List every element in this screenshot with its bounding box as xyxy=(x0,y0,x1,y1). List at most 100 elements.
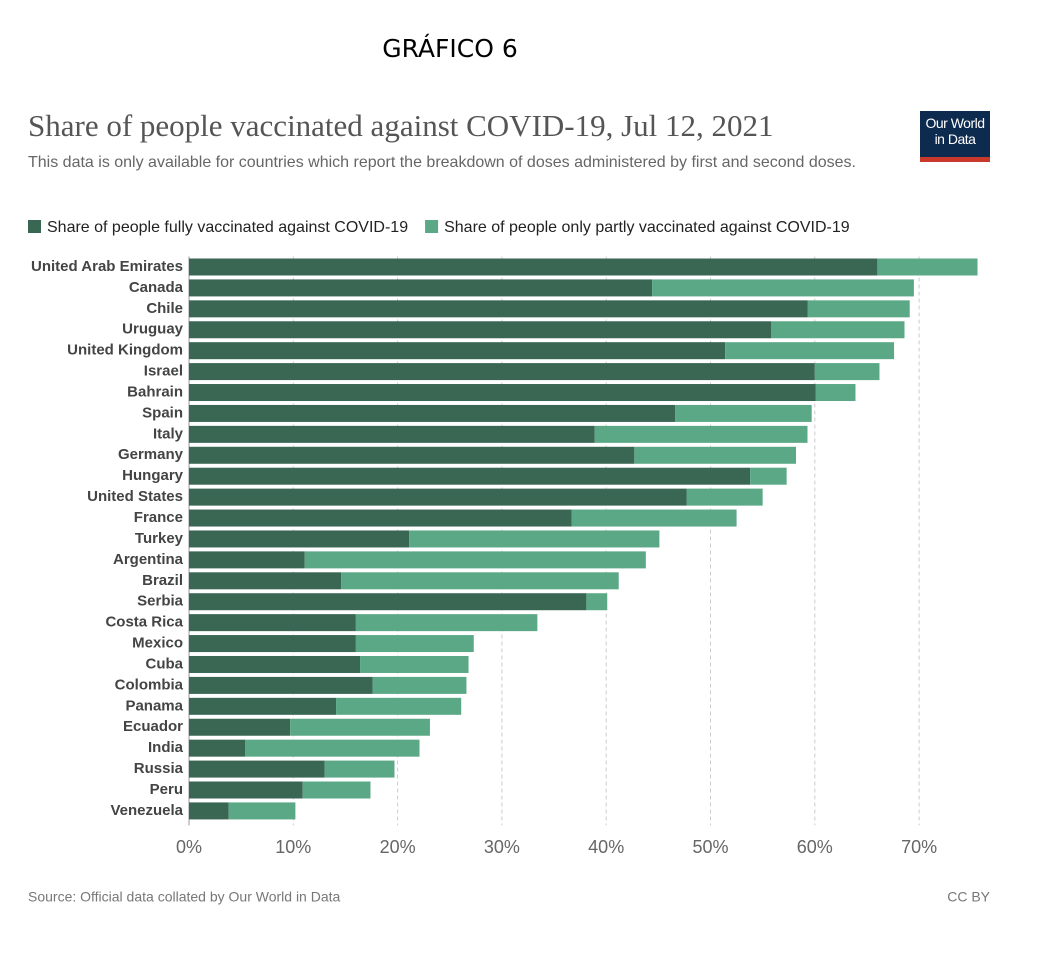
bar xyxy=(814,363,880,381)
bar xyxy=(245,739,420,757)
bar xyxy=(815,384,856,402)
bar xyxy=(189,279,653,297)
y-tick-label: Spain xyxy=(142,404,183,421)
bar xyxy=(189,593,587,611)
y-tick-label: United States xyxy=(87,488,183,505)
logo-line: in Data xyxy=(934,131,976,147)
bar xyxy=(725,342,895,360)
bar xyxy=(189,425,595,443)
y-tick-label: Brazil xyxy=(142,572,183,589)
bar xyxy=(877,258,978,276)
y-tick-label: Italy xyxy=(153,425,184,442)
bar xyxy=(189,446,635,464)
bar xyxy=(189,321,771,339)
bar xyxy=(189,509,572,527)
bar xyxy=(189,342,726,360)
bar xyxy=(586,593,608,611)
bar xyxy=(189,697,337,715)
y-tick-label: Bahrain xyxy=(127,383,183,400)
y-tick-label: Germany xyxy=(118,446,184,463)
bar xyxy=(189,572,342,590)
x-tick-label: 70% xyxy=(901,837,937,857)
bar xyxy=(302,781,371,799)
y-tick-label: Cuba xyxy=(146,655,184,672)
bar xyxy=(189,614,356,632)
logo: Our World in Data xyxy=(920,111,990,162)
y-tick-label: Russia xyxy=(134,760,184,777)
logo-line: Our World xyxy=(925,115,985,131)
bar xyxy=(189,635,356,653)
bar xyxy=(634,446,797,464)
y-tick-label: India xyxy=(148,739,184,756)
y-tick-label: Mexico xyxy=(132,635,183,652)
y-tick-label: Panama xyxy=(125,697,183,714)
y-tick-label: Canada xyxy=(129,279,184,296)
bar xyxy=(290,718,430,736)
bar xyxy=(652,279,914,297)
legend-swatch xyxy=(425,220,439,233)
bar xyxy=(189,258,878,276)
x-tick-label: 40% xyxy=(588,837,624,857)
x-tick-label: 60% xyxy=(797,837,833,857)
bar xyxy=(189,718,291,736)
y-tick-label: Colombia xyxy=(115,676,184,693)
bar xyxy=(807,300,910,318)
y-tick-label: Ecuador xyxy=(123,718,183,735)
bar xyxy=(189,551,305,569)
license: CC BY xyxy=(947,889,990,905)
heading: GRÁFICO 6 xyxy=(382,34,518,63)
legend-label: Share of people fully vaccinated against… xyxy=(47,219,408,236)
y-tick-label: Hungary xyxy=(122,467,184,484)
y-tick-label: Peru xyxy=(150,781,183,798)
bar xyxy=(355,614,538,632)
x-tick-label: 0% xyxy=(176,837,202,857)
y-tick-label: France xyxy=(134,509,183,526)
y-tick-label: Venezuela xyxy=(110,802,183,819)
bar xyxy=(189,467,751,485)
x-tick-label: 30% xyxy=(484,837,520,857)
x-tick-label: 20% xyxy=(380,837,416,857)
bar xyxy=(189,488,687,506)
y-tick-label: Serbia xyxy=(137,593,184,610)
bar xyxy=(571,509,737,527)
y-tick-label: Chile xyxy=(146,300,183,317)
bar xyxy=(228,802,296,820)
bar xyxy=(189,781,303,799)
bar xyxy=(675,404,812,422)
bar xyxy=(336,697,462,715)
legend-swatch xyxy=(28,220,41,233)
bar xyxy=(189,363,815,381)
bar xyxy=(304,551,646,569)
y-tick-label: Uruguay xyxy=(122,321,184,338)
y-tick-label: Costa Rica xyxy=(105,614,183,631)
bar xyxy=(189,404,676,422)
bar xyxy=(360,655,469,673)
bar xyxy=(189,384,816,402)
bar xyxy=(341,572,619,590)
bar xyxy=(189,760,325,778)
bar xyxy=(770,321,905,339)
bar xyxy=(355,635,474,653)
bar xyxy=(189,739,246,757)
bar xyxy=(324,760,395,778)
y-tick-label: United Kingdom xyxy=(67,342,183,359)
bar xyxy=(594,425,808,443)
bar xyxy=(189,530,410,548)
bar xyxy=(686,488,763,506)
y-tick-label: Israel xyxy=(144,363,183,380)
bar xyxy=(750,467,787,485)
y-tick-label: United Arab Emirates xyxy=(31,258,183,275)
bar xyxy=(189,655,361,673)
bar xyxy=(189,802,229,820)
bar xyxy=(409,530,660,548)
chart-subtitle: This data is only available for countrie… xyxy=(28,154,856,171)
y-tick-label: Argentina xyxy=(113,551,184,568)
bar xyxy=(189,300,808,318)
y-tick-label: Turkey xyxy=(135,530,184,547)
x-tick-label: 50% xyxy=(692,837,728,857)
bar xyxy=(372,676,467,694)
bar xyxy=(189,676,373,694)
x-tick-label: 10% xyxy=(275,837,311,857)
